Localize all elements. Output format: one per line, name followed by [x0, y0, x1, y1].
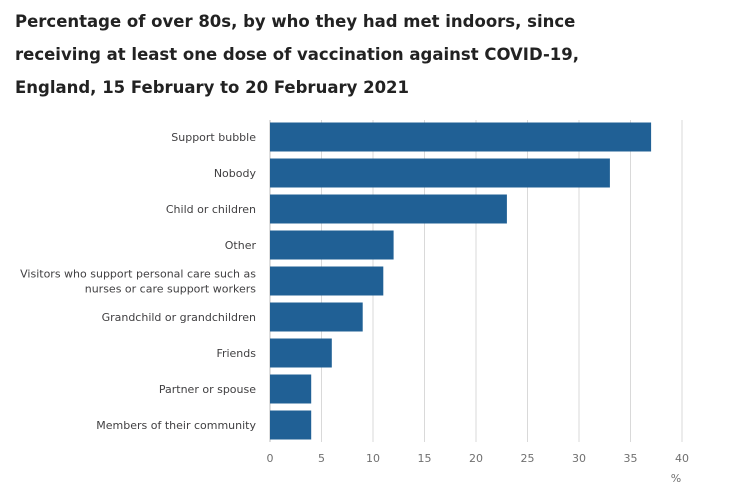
category-label-line: Friends	[216, 347, 256, 360]
category-label: Partner or spouse	[159, 383, 256, 396]
bar	[270, 158, 610, 188]
x-tick-label: 30	[572, 452, 586, 465]
bar	[270, 266, 384, 296]
bar	[270, 302, 363, 332]
category-label: Visitors who support personal care such …	[20, 268, 256, 296]
category-labels: Support bubble Nobody Child or children Oth…	[20, 131, 256, 432]
x-tick-label: 40	[675, 452, 689, 465]
x-tick-label: 0	[267, 452, 274, 465]
category-label-line: Members of their community	[96, 419, 256, 432]
category-label: Child or children	[166, 203, 256, 216]
x-tick-label: 35	[624, 452, 638, 465]
category-label-line: Partner or spouse	[159, 383, 256, 396]
category-label-line: Nobody	[214, 167, 257, 180]
category-label: Nobody	[214, 167, 257, 180]
category-label: Grandchild or grandchildren	[102, 311, 256, 324]
x-tick-label: 10	[366, 452, 380, 465]
bars	[270, 122, 652, 440]
x-tick-label: 5	[318, 452, 325, 465]
category-label-line: Support bubble	[171, 131, 256, 144]
bar	[270, 410, 312, 440]
category-label-line: Visitors who support personal care such …	[20, 268, 256, 281]
category-label-line: Child or children	[166, 203, 256, 216]
x-axis-unit-label: %	[671, 472, 681, 485]
bar	[270, 122, 652, 152]
category-label: Friends	[216, 347, 256, 360]
x-tick-label: 20	[469, 452, 483, 465]
category-label-line: nurses or care support workers	[85, 283, 257, 296]
category-label: Support bubble	[171, 131, 256, 144]
chart-title: Percentage of over 80s, by who they had …	[15, 12, 580, 97]
category-label: Other	[225, 239, 257, 252]
category-label-line: Grandchild or grandchildren	[102, 311, 256, 324]
category-label-line: Other	[225, 239, 257, 252]
category-label: Members of their community	[96, 419, 256, 432]
x-axis-ticks: 0 5 10 15 20 25 30 35 40	[267, 452, 690, 465]
x-tick-label: 25	[521, 452, 535, 465]
bar	[270, 374, 312, 404]
bar	[270, 230, 394, 260]
bar	[270, 194, 507, 224]
bar	[270, 338, 332, 368]
x-tick-label: 15	[418, 452, 432, 465]
